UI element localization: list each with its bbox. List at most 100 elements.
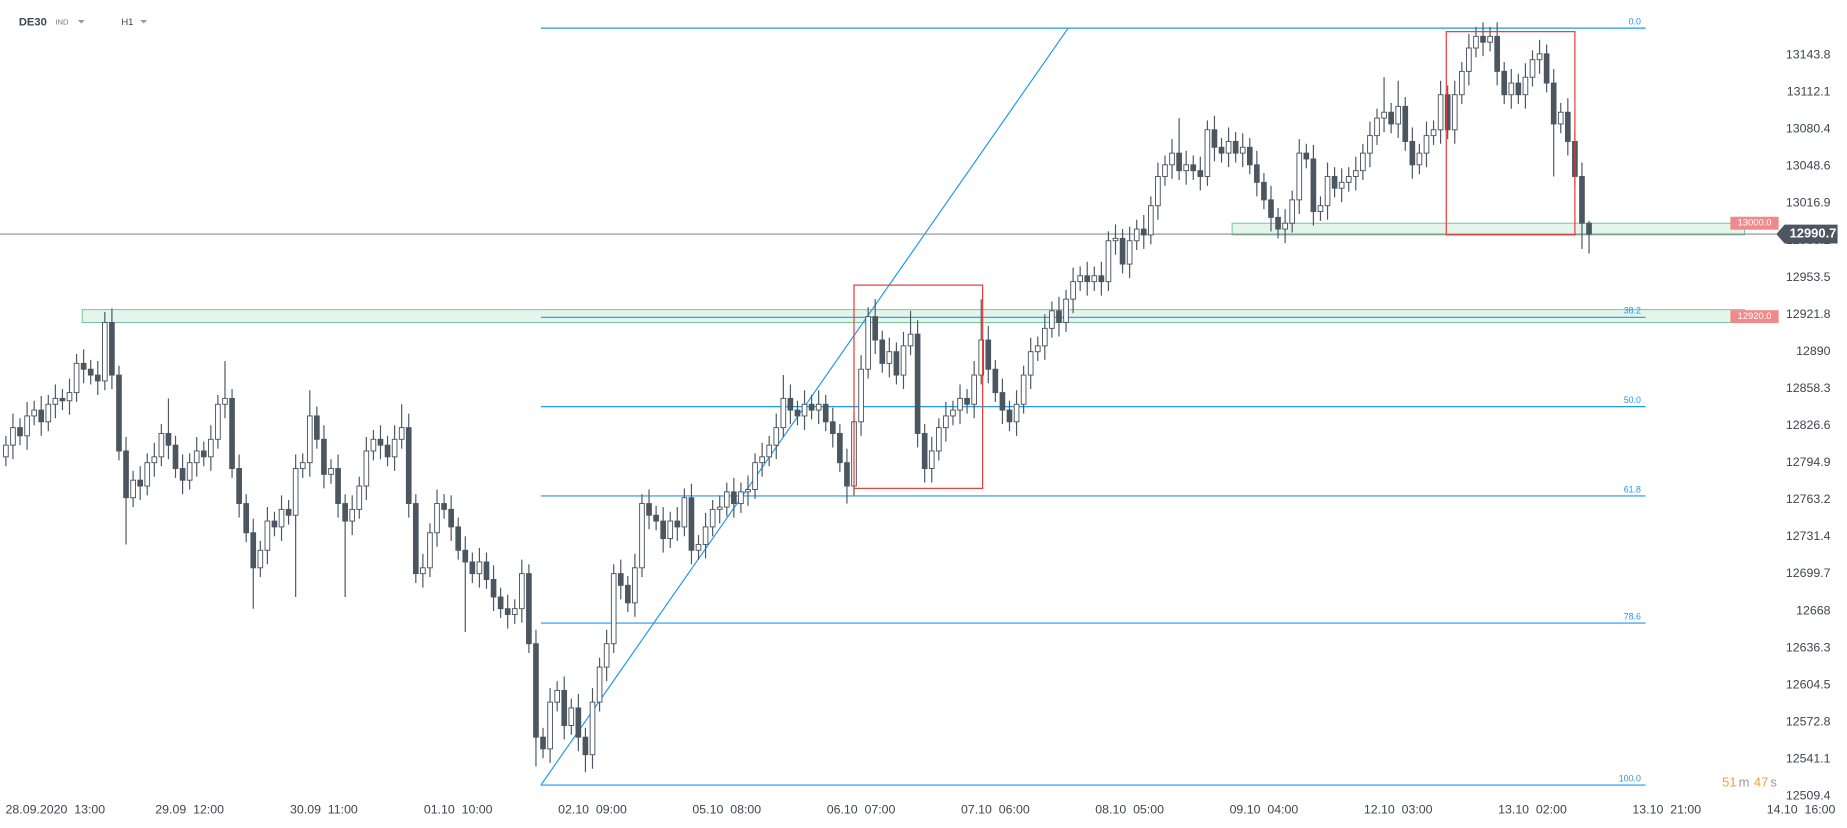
dropdown-caret[interactable]	[77, 19, 85, 24]
candle-body	[1430, 129, 1437, 137]
y-tick-label: 12794.9	[1786, 455, 1831, 469]
candle-body	[109, 322, 115, 376]
candle-body	[370, 438, 377, 452]
candle-body	[1098, 275, 1105, 283]
candle-body	[222, 397, 228, 405]
candle-body	[24, 415, 30, 437]
timer-unit: s	[1770, 775, 1776, 790]
y-tick-label: 12858.3	[1786, 381, 1831, 395]
candle-body	[1070, 281, 1076, 300]
dropdown-caret[interactable]	[140, 19, 148, 24]
candle-body	[596, 666, 603, 703]
candle-body	[314, 415, 320, 440]
candle-body	[978, 339, 985, 376]
timeframe[interactable]: H1	[121, 16, 133, 27]
candle-body	[1402, 105, 1409, 142]
x-tick-label: 05.10 08:00	[692, 803, 761, 817]
candle-body	[709, 508, 716, 528]
candle-body	[695, 543, 702, 551]
x-tick-label: 13.10 02:00	[1498, 803, 1567, 817]
price-badge-label: 12920.0	[1738, 310, 1772, 321]
candle-body	[759, 456, 765, 464]
candle-body	[215, 403, 221, 440]
candle-body	[731, 491, 737, 505]
candle-body	[476, 561, 483, 575]
candle-body	[907, 333, 914, 347]
candle-body	[914, 333, 921, 434]
fib-label: 100.0	[1619, 774, 1641, 784]
x-tick-label: 07.10 06:00	[961, 803, 1030, 817]
fib-label: 78.6	[1624, 612, 1641, 622]
candle-body	[872, 316, 879, 341]
y-tick-label: 12509.4	[1786, 789, 1831, 803]
candle-body	[773, 427, 780, 446]
candle-body	[1444, 94, 1451, 131]
candle-body	[1409, 140, 1416, 166]
candle-body	[1381, 111, 1387, 119]
candle-body	[1557, 111, 1564, 125]
candle-body	[1204, 129, 1211, 177]
timer-seconds: 47	[1754, 775, 1768, 790]
candle-body	[1289, 199, 1296, 224]
candle-body	[1225, 140, 1232, 154]
candle-body	[102, 322, 108, 382]
candle-body	[462, 549, 469, 563]
candle-body	[971, 374, 977, 405]
fib-label: 61.8	[1624, 484, 1641, 494]
candle-body	[208, 438, 214, 458]
symbol: DE30	[19, 16, 47, 28]
candle-body	[935, 427, 942, 452]
candle-body	[879, 339, 886, 364]
candle-body	[752, 462, 758, 491]
candle-body	[3, 444, 9, 458]
candle-body	[123, 450, 129, 499]
candle-body	[1261, 181, 1267, 201]
candle-body	[943, 415, 949, 429]
y-tick-label: 12953.5	[1786, 270, 1831, 284]
candle-body	[179, 468, 186, 481]
candle-body	[1169, 152, 1175, 166]
candle-body	[1310, 158, 1317, 213]
candle-body	[1324, 176, 1331, 207]
candle-body	[342, 503, 348, 522]
candle-body	[1077, 275, 1083, 283]
candle-body	[723, 491, 730, 508]
candle-body	[1006, 409, 1013, 423]
candle-body	[1268, 199, 1274, 218]
candle-body	[1543, 53, 1550, 84]
candle-body	[278, 508, 285, 528]
candle-body	[186, 462, 193, 481]
fib-label: 50.0	[1624, 395, 1641, 405]
last-price-badge	[1776, 224, 1838, 244]
candle-body	[1042, 327, 1048, 347]
candle-body	[52, 397, 59, 405]
y-tick-label: 12572.8	[1786, 714, 1831, 728]
x-tick-label: 09.10 04:00	[1230, 803, 1299, 817]
price-badge	[1730, 310, 1779, 324]
last-price-label: 12990.7	[1790, 226, 1837, 241]
candle-body	[1345, 176, 1352, 183]
candle-body	[1112, 237, 1119, 242]
candle-body	[497, 596, 504, 610]
candle-body	[434, 503, 440, 534]
candle-body	[356, 485, 363, 510]
candle-body	[921, 432, 928, 469]
candle-body	[667, 520, 674, 540]
candle-body	[469, 561, 476, 575]
candle-body	[299, 462, 306, 469]
candle-body	[632, 567, 638, 604]
candle-body	[1360, 152, 1366, 172]
x-tick-label: 01.10 10:00	[424, 803, 493, 817]
y-tick-label: 12636.3	[1786, 640, 1831, 654]
candle-body	[59, 397, 66, 402]
candle-body	[568, 707, 575, 726]
candle-body	[306, 415, 313, 464]
candle-body	[1466, 47, 1472, 72]
candle-body	[1162, 164, 1168, 177]
candle-body	[794, 409, 801, 417]
candle-body	[1416, 152, 1423, 166]
candle-body	[1246, 146, 1253, 166]
x-tick-label: 30.09 11:00	[290, 803, 358, 817]
